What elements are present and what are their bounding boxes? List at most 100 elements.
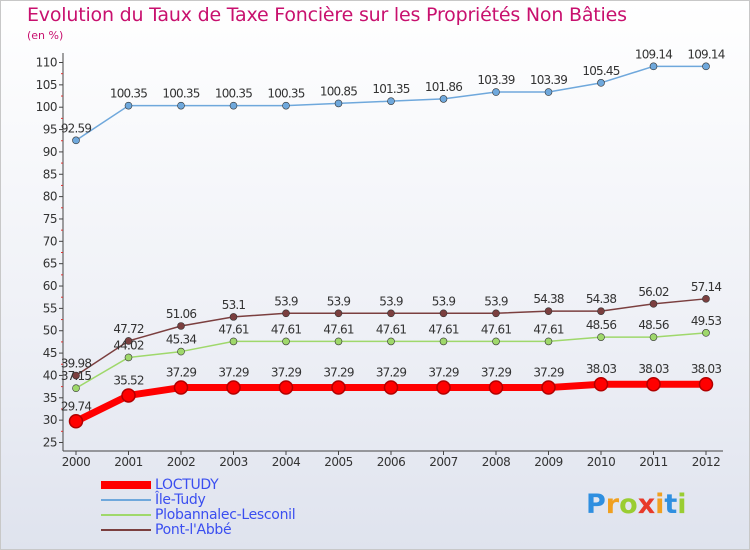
data-label--le-tudy: 101.86: [425, 80, 462, 94]
data-point-plobannalec-lesconil: [544, 337, 553, 346]
data-label-pont-l-abb-: 51.06: [166, 307, 197, 321]
data-point-plobannalec-lesconil: [334, 337, 343, 346]
data-label-loctudy: 37.29: [323, 366, 354, 380]
data-point-loctudy: [278, 380, 294, 395]
data-point-pont-l-abb-: [72, 371, 80, 380]
logo-letter: i: [655, 489, 665, 520]
x-tick-label: 2008: [482, 455, 511, 469]
data-point-loctudy: [593, 376, 609, 392]
x-tick-label: 2006: [377, 455, 406, 469]
data-point-pont-l-abb-: [282, 309, 290, 318]
y-tick-label: 80: [43, 190, 57, 204]
y-tick-label: 45: [43, 346, 57, 360]
y-tick-label: 65: [43, 257, 57, 271]
data-point-plobannalec-lesconil: [124, 353, 133, 362]
x-tick-label: 2012: [692, 455, 721, 469]
data-label-loctudy: 38.03: [691, 362, 722, 376]
data-label-loctudy: 35.52: [113, 373, 144, 387]
data-label-plobannalec-lesconil: 48.56: [586, 318, 617, 332]
logo-letter: r: [605, 489, 620, 520]
data-label-pont-l-abb-: 53.9: [327, 294, 351, 308]
data-label-loctudy: 37.29: [218, 366, 249, 380]
legend-swatch: [101, 529, 151, 531]
legend-label: Plobannalec-Lesconil: [155, 507, 296, 523]
data-point-pont-l-abb-: [177, 322, 185, 330]
data-label-plobannalec-lesconil: 47.61: [323, 322, 354, 336]
x-tick-label: 2011: [639, 455, 668, 469]
data-label-pont-l-abb-: 53.9: [432, 294, 456, 308]
data-point-loctudy: [331, 380, 346, 395]
logo-letter: t: [664, 489, 678, 520]
data-label--le-tudy: 105.45: [582, 64, 619, 78]
data-point-plobannalec-lesconil: [72, 384, 80, 392]
data-point-plobannalec-lesconil: [649, 333, 658, 341]
data-label-plobannalec-lesconil: 47.61: [428, 322, 459, 336]
data-label-pont-l-abb-: 53.1: [222, 298, 246, 312]
data-point--le-tudy: [597, 79, 605, 87]
chart-unit-label: (en %): [27, 29, 64, 42]
x-tick-label: 2002: [167, 455, 196, 469]
data-label-pont-l-abb-: 54.38: [586, 292, 617, 306]
data-point-loctudy: [173, 380, 189, 395]
data-point-plobannalec-lesconil: [702, 329, 710, 337]
data-point-plobannalec-lesconil: [597, 333, 605, 341]
data-point-loctudy: [121, 388, 136, 403]
data-point-loctudy: [383, 380, 399, 395]
data-point--le-tudy: [229, 101, 238, 110]
y-tick-label: 35: [43, 391, 57, 405]
data-label--le-tudy: 109.14: [635, 47, 672, 61]
legend-swatch: [101, 514, 151, 516]
data-point--le-tudy: [334, 99, 343, 108]
data-label--le-tudy: 103.39: [530, 73, 567, 87]
x-tick-label: 2010: [587, 455, 616, 469]
data-label--le-tudy: 100.35: [267, 87, 304, 101]
data-label-plobannalec-lesconil: 47.61: [481, 322, 512, 336]
legend-swatch: [101, 481, 151, 489]
data-point-pont-l-abb-: [544, 307, 553, 315]
data-point--le-tudy: [492, 88, 500, 96]
x-tick-label: 2001: [114, 455, 143, 469]
data-label-plobannalec-lesconil: 47.61: [533, 322, 564, 336]
data-point--le-tudy: [702, 62, 710, 71]
data-point--le-tudy: [387, 97, 395, 105]
data-point-loctudy: [646, 376, 661, 392]
data-point--le-tudy: [544, 88, 553, 96]
logo-letter: x: [637, 489, 656, 520]
data-label-plobannalec-lesconil: 45.34: [166, 333, 197, 347]
y-tick-label: 25: [43, 436, 57, 450]
legend-swatch: [101, 499, 151, 501]
y-tick-label: 95: [43, 123, 57, 137]
legend-label: LOCTUDY: [155, 477, 219, 493]
data-label-loctudy: 29.74: [61, 399, 92, 413]
data-label-pont-l-abb-: 53.9: [379, 294, 403, 308]
data-label-loctudy: 37.29: [271, 366, 302, 380]
y-tick-label: 30: [43, 413, 57, 427]
data-label--le-tudy: 103.39: [477, 73, 514, 87]
data-label-loctudy: 37.29: [166, 366, 197, 380]
y-tick-label: 50: [43, 324, 57, 338]
data-point-pont-l-abb-: [124, 337, 133, 345]
data-point--le-tudy: [282, 101, 290, 110]
x-tick-label: 2009: [534, 455, 563, 469]
data-point-pont-l-abb-: [334, 309, 343, 318]
x-tick-label: 2004: [272, 455, 301, 469]
data-label-plobannalec-lesconil: 47.61: [218, 322, 249, 336]
data-point-pont-l-abb-: [702, 295, 710, 303]
data-label-plobannalec-lesconil: 37.15: [61, 369, 92, 383]
y-tick-label: 100: [36, 100, 57, 114]
data-label-plobannalec-lesconil: 47.61: [271, 322, 302, 336]
logo-letter: o: [619, 489, 638, 520]
data-label-pont-l-abb-: 47.72: [113, 322, 144, 336]
data-label--le-tudy: 101.35: [372, 82, 409, 96]
x-tick-label: 2007: [429, 455, 458, 469]
data-label-plobannalec-lesconil: 47.61: [376, 322, 407, 336]
data-point-pont-l-abb-: [492, 309, 500, 318]
data-point-plobannalec-lesconil: [492, 337, 500, 346]
data-point--le-tudy: [124, 101, 133, 110]
x-tick-label: 2003: [219, 455, 248, 469]
data-label-loctudy: 37.29: [533, 366, 564, 380]
data-label--le-tudy: 100.35: [162, 87, 199, 101]
y-tick-label: 70: [43, 234, 57, 248]
